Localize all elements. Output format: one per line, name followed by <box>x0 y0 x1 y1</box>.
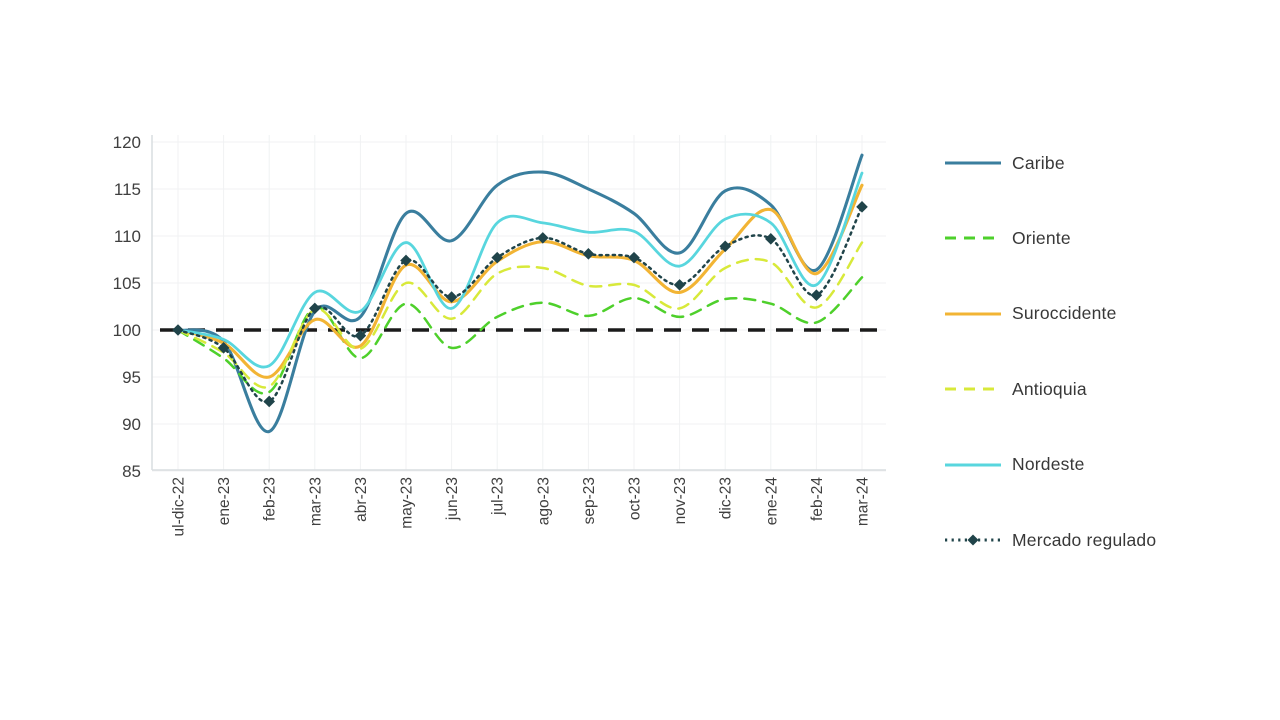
x-tick-label: may-23 <box>399 477 416 529</box>
marker-diamond <box>309 302 321 315</box>
x-tick-label: ul-dic-22 <box>171 477 188 536</box>
x-tick-label: jun-23 <box>444 477 461 521</box>
marker-diamond <box>263 395 275 408</box>
x-tick-label: ago-23 <box>535 477 552 525</box>
x-tick-label: mar-24 <box>855 477 872 526</box>
series-line-antioquia <box>176 241 864 389</box>
legend-label: Antioquia <box>1012 378 1087 399</box>
y-tick-label: 95 <box>122 368 141 387</box>
x-tick-label: mar-23 <box>307 477 324 526</box>
series-line-caribe <box>176 153 864 434</box>
marker-diamond <box>400 254 412 267</box>
marker-diamond <box>810 289 823 302</box>
y-tick-label: 120 <box>113 133 141 152</box>
series-line-oriente <box>176 276 864 395</box>
marker-diamond <box>217 342 230 354</box>
marker-diamond <box>445 291 458 303</box>
marker-diamond <box>537 232 549 244</box>
legend-label: Oriente <box>1012 227 1071 248</box>
legend-swatch-antioquia <box>945 387 1001 391</box>
x-tick-label: feb-23 <box>262 477 279 521</box>
legend-item-mercado-regulado: Mercado regulado <box>944 528 1156 552</box>
legend-item-nordeste: Nordeste <box>944 453 1085 477</box>
legend-marker-diamond <box>967 534 979 546</box>
series-line-suroccidente <box>176 183 864 379</box>
marker-diamond <box>856 201 868 213</box>
x-tick-label: feb-24 <box>809 477 826 521</box>
series-markers-mercado-regulado <box>172 201 868 408</box>
marker-diamond <box>491 251 503 264</box>
series-lines <box>172 153 868 434</box>
legend-label: Mercado regulado <box>1012 529 1157 550</box>
legend-label: Caribe <box>1012 152 1065 173</box>
legend-item-oriente: Oriente <box>944 226 1071 250</box>
x-tick-label: ene-24 <box>763 477 780 526</box>
y-axis-labels: 85 90 95 100 105 110 115 120 <box>113 133 141 481</box>
y-tick-label: 85 <box>122 462 141 481</box>
x-tick-label: dic-23 <box>718 477 735 519</box>
legend-swatch-oriente <box>945 236 1001 240</box>
x-tick-label: nov-23 <box>672 477 689 524</box>
y-tick-label: 90 <box>122 415 141 434</box>
gridlines <box>152 135 886 472</box>
y-tick-label: 110 <box>114 227 141 246</box>
legend: Caribe Oriente Suroccidente Antioquia Nordes… <box>944 0 1264 720</box>
x-tick-label: oct-23 <box>627 477 644 520</box>
marker-diamond <box>172 324 184 336</box>
marker-diamond <box>354 329 367 342</box>
marker-diamond <box>719 240 731 253</box>
marker-diamond <box>673 279 686 291</box>
y-tick-label: 100 <box>113 321 141 340</box>
marker-diamond <box>628 251 640 264</box>
legend-label: Nordeste <box>1012 454 1085 475</box>
y-tick-label: 105 <box>113 274 141 293</box>
series-line-nordeste <box>176 171 864 369</box>
legend-swatch-mercado-regulado <box>945 534 1001 546</box>
legend-swatch-nordeste <box>945 463 1001 467</box>
legend-label: Suroccidente <box>1012 303 1117 324</box>
legend-item-antioquia: Antioquia <box>944 377 1087 401</box>
marker-diamond <box>582 248 595 260</box>
legend-swatch-caribe <box>945 161 1001 165</box>
x-tick-label: abr-23 <box>353 477 370 522</box>
x-axis-labels: ul-dic-22 ene-23 feb-23 mar-23 abr-23 may-23 j… <box>171 477 872 537</box>
marker-diamond <box>765 233 777 245</box>
x-tick-label: sep-23 <box>581 477 598 524</box>
legend-swatch-suroccidente <box>945 312 1001 316</box>
y-tick-label: 115 <box>114 180 141 199</box>
x-tick-label: jul-23 <box>490 477 507 516</box>
legend-item-suroccidente: Suroccidente <box>944 302 1117 326</box>
x-tick-label: ene-23 <box>216 477 233 525</box>
plot-area: 85 90 95 100 105 110 115 120 ul-dic-22 ene-23 feb-… <box>113 133 886 537</box>
series-line-mercado-regulado <box>176 205 864 404</box>
legend-item-caribe: Caribe <box>944 151 1065 175</box>
